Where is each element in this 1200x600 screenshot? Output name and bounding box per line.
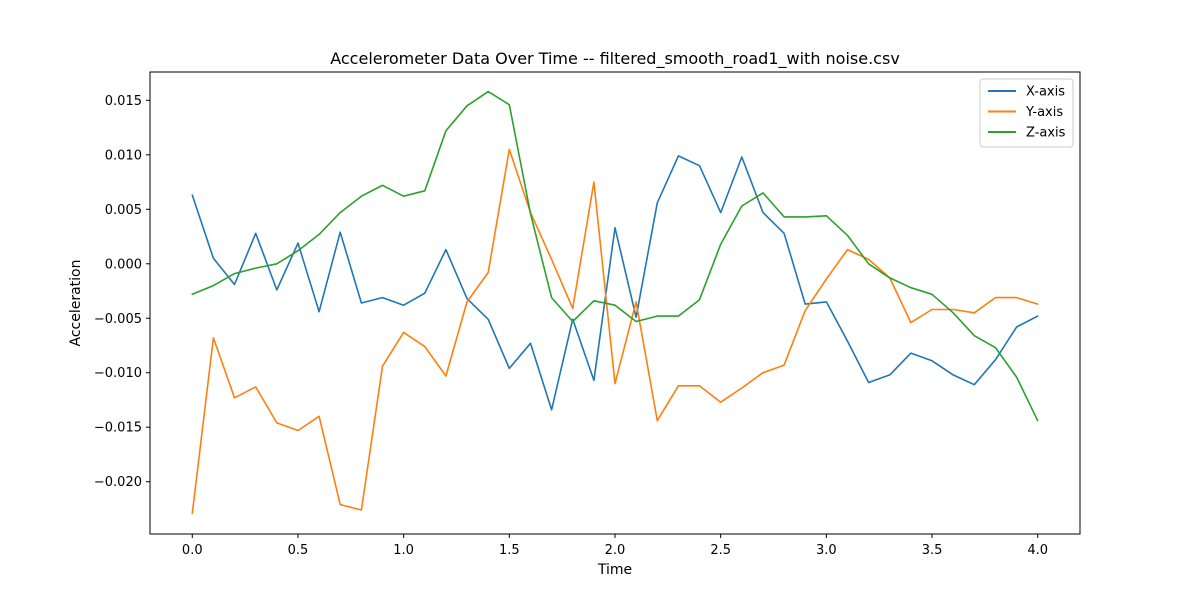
legend-box — [979, 78, 1074, 148]
plot-frame — [149, 71, 1081, 535]
x-axis-label: Time — [597, 562, 632, 578]
x-tick-label: 3.5 — [922, 543, 943, 558]
y-tick-label: 0.015 — [105, 94, 142, 109]
x-tick-label: 2.5 — [710, 543, 731, 558]
legend-label-x-axis: X-axis — [1026, 85, 1065, 100]
legend-label-z-axis: Z-axis — [1026, 126, 1066, 141]
y-tick-label: −0.005 — [94, 312, 142, 327]
y-tick-label: −0.010 — [94, 366, 142, 381]
x-tick-label: 3.0 — [816, 543, 837, 558]
legend: X-axis Y-axis Z-axis — [979, 78, 1074, 148]
series-line-x-axis — [191, 155, 1039, 411]
y-tick-label: 0.005 — [105, 203, 142, 218]
y-axis-ticks: −0.020 −0.015 −0.010 −0.005 0.000 0.005 0.010 0… — [94, 94, 150, 490]
legend-label-y-axis: Y-axis — [1025, 105, 1063, 120]
series-layer — [191, 90, 1039, 515]
y-axis-label: Acceleration — [68, 260, 84, 347]
x-tick-label: 4.0 — [1027, 543, 1048, 558]
x-tick-label: 2.0 — [605, 543, 626, 558]
x-tick-label: 0.5 — [288, 543, 309, 558]
y-tick-label: 0.010 — [105, 148, 142, 163]
x-axis-ticks: 0.0 0.5 1.0 1.5 2.0 2.5 3.0 3.5 4.0 — [182, 534, 1048, 558]
y-tick-label: −0.015 — [94, 421, 142, 436]
y-tick-label: −0.020 — [94, 475, 142, 490]
series-line-z-axis — [191, 90, 1039, 422]
y-tick-label: 0.000 — [105, 257, 142, 272]
chart-title: Accelerometer Data Over Time -- filtered… — [330, 49, 900, 69]
x-tick-label: 0.0 — [182, 543, 203, 558]
x-tick-label: 1.5 — [499, 543, 520, 558]
series-line-y-axis — [191, 148, 1039, 515]
x-tick-label: 1.0 — [393, 543, 414, 558]
